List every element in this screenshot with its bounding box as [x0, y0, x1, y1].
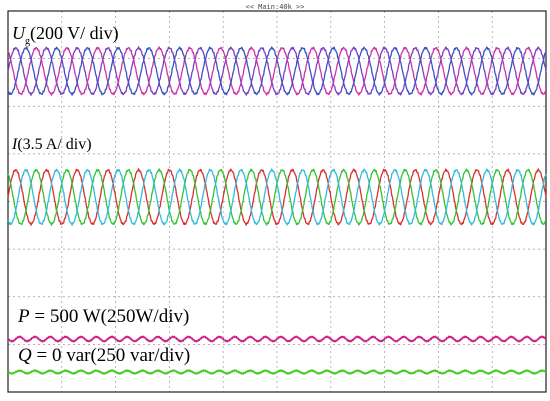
reactive-power-trace — [7, 369, 547, 375]
voltage-symbol: U — [12, 23, 26, 43]
current-scale: (3.5 A/ div) — [17, 136, 91, 153]
voltage-label: Ug(200 V/ div) — [12, 23, 119, 47]
power-text: = 500 W(250W/div) — [30, 306, 190, 327]
power-symbol: P — [17, 306, 30, 327]
reactive-text: = 0 var(250 var/div) — [32, 345, 190, 366]
active-power-label: P = 500 W(250W/div) — [17, 306, 189, 327]
voltage-phase-trace-3 — [7, 46, 547, 96]
header-label: << Main:40k >> — [245, 3, 304, 11]
reactive-symbol: Q — [18, 345, 32, 366]
current-symbol: I — [11, 136, 18, 153]
voltage-subscript: g — [25, 36, 30, 47]
current-phase-trace-3 — [7, 168, 547, 226]
reactive-power-label: Q = 0 var(250 var/div) — [18, 345, 190, 366]
active-power-trace — [7, 335, 547, 343]
screen-border — [7, 10, 547, 393]
current-label: I(3.5 A/ div) — [11, 136, 92, 153]
grid — [8, 11, 546, 392]
voltage-scale: (200 V/ div) — [30, 23, 119, 44]
waveform-traces — [7, 46, 547, 375]
